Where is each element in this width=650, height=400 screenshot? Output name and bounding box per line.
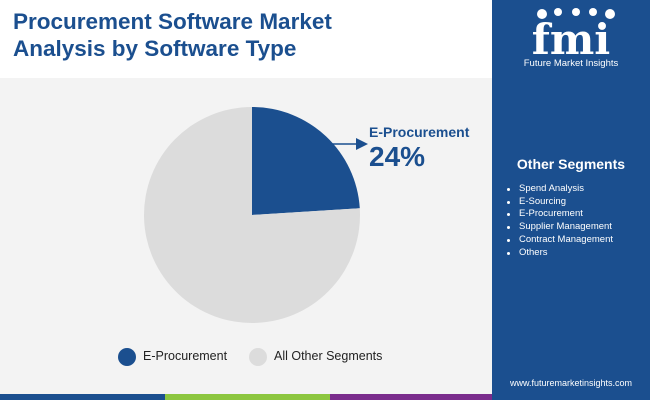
bottom-color-bar [0,394,650,400]
logo-wordmark: fmi [532,15,610,58]
fmi-logo-mark: fmi [532,8,615,64]
pie-slice-e-procurement [252,107,360,215]
segment-item: Supplier Management [505,221,613,234]
page-title-line-2: Analysis by Software Type [13,36,297,61]
segment-item: Spend Analysis [505,183,613,196]
pie-slice-all-other-segments [144,107,360,323]
logo-emblem-3 [572,8,580,16]
callout-value: 24% [369,141,426,172]
website-url: www.futuremarketinsights.com [509,378,633,388]
legend-label: All Other Segments [274,349,383,363]
legend-swatch [118,348,136,366]
segment-item: Contract Management [505,234,613,247]
callout-label: E-Procurement [369,124,470,140]
bottom-bar-segment [492,394,650,400]
page-title-line-1: Procurement Software Market [13,9,332,34]
legend-label: E-Procurement [143,349,228,363]
page-title: Procurement Software Market Analysis by … [13,8,483,62]
pie-chart [144,107,368,323]
bottom-bar-segment [165,394,330,400]
bottom-bar-segment [330,394,492,400]
segment-item: Others [505,247,613,260]
logo-caption: Future Market Insights [523,58,619,69]
other-segments-list: Spend Analysis E-Sourcing E-Procurement … [505,183,613,259]
fmi-logo: fmi Future Market Insights [492,0,650,75]
segment-item: E-Sourcing [505,196,613,209]
logo-emblem-4 [589,8,597,16]
pie-slices [144,107,360,323]
header: Procurement Software Market Analysis by … [0,0,492,78]
logo-emblem-5 [605,9,615,19]
sidebar [492,0,650,394]
other-segments-title: Other Segments [516,156,626,172]
legend-swatch [249,348,267,366]
segment-item: E-Procurement [505,208,613,221]
logo-emblem-2 [554,8,562,16]
bottom-bar-segment [0,394,165,400]
logo-emblem-1 [537,9,547,19]
